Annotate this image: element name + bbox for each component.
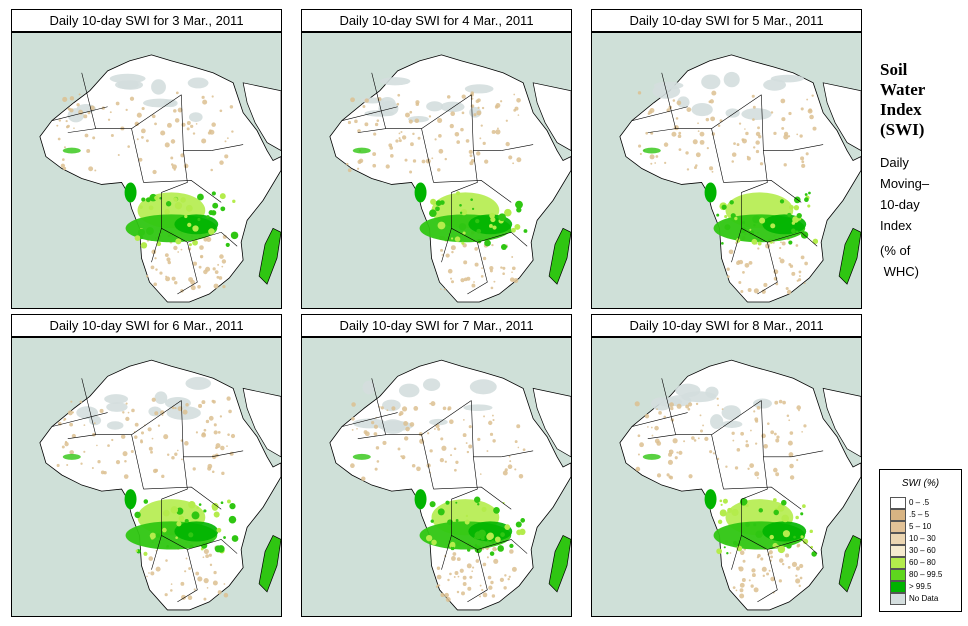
legend-title: SWI (%) (901, 478, 940, 489)
swi-map-3-mar (11, 32, 282, 309)
africa-map (12, 33, 281, 308)
legend-label: 10 – 30 (909, 534, 936, 543)
legend-label: No Data (909, 594, 939, 603)
map-panel-5: Daily 10-day SWI for 7 Mar., 2011 (301, 314, 572, 617)
africa-map (302, 338, 571, 616)
index-title: Soil Water Index (SWI) (880, 60, 926, 139)
legend-swatch (890, 593, 906, 605)
swi-map-8-mar (591, 337, 862, 617)
legend-swatch (890, 581, 906, 593)
panel-title: Daily 10-day SWI for 7 Mar., 2011 (301, 314, 572, 337)
swi-map-6-mar (11, 337, 282, 617)
panel-title: Daily 10-day SWI for 3 Mar., 2011 (11, 9, 282, 32)
map-panel-3: Daily 10-day SWI for 5 Mar., 2011 (591, 9, 862, 309)
panel-title: Daily 10-day SWI for 8 Mar., 2011 (591, 314, 862, 337)
swi-legend: SWI (%) 0 – .5 .5 – 5 5 – 10 10 – 30 30 … (879, 469, 962, 612)
swi-map-5-mar (591, 32, 862, 309)
map-panel-6: Daily 10-day SWI for 8 Mar., 2011 (591, 314, 862, 617)
panel-title: Daily 10-day SWI for 6 Mar., 2011 (11, 314, 282, 337)
legend-label: 0 – .5 (909, 498, 930, 507)
swi-map-4-mar (301, 32, 572, 309)
legend-label: 80 – 99.5 (909, 570, 943, 579)
legend-label: .5 – 5 (909, 510, 930, 519)
map-panel-4: Daily 10-day SWI for 6 Mar., 2011 (11, 314, 282, 617)
legend-label: 5 – 10 (909, 522, 932, 531)
legend-label: 30 – 60 (909, 546, 936, 555)
swi-map-7-mar (301, 337, 572, 617)
legend-swatch (890, 497, 906, 509)
africa-map (302, 33, 571, 308)
index-description: Daily Moving– 10-day Index (880, 155, 930, 233)
legend-swatch (890, 569, 906, 581)
index-units: (% of WHC) (880, 243, 919, 279)
legend-label: > 99.5 (909, 582, 932, 591)
legend-swatch (890, 509, 906, 521)
africa-map (12, 338, 281, 616)
legend-label: 60 – 80 (909, 558, 936, 567)
panel-title: Daily 10-day SWI for 4 Mar., 2011 (301, 9, 572, 32)
africa-map (592, 338, 861, 616)
map-panel-2: Daily 10-day SWI for 4 Mar., 2011 (301, 9, 572, 309)
legend-swatch (890, 521, 906, 533)
map-panel-1: Daily 10-day SWI for 3 Mar., 2011 (11, 9, 282, 309)
legend-swatch (890, 545, 906, 557)
legend-swatch (890, 557, 906, 569)
africa-map (592, 33, 861, 308)
legend-swatch (890, 533, 906, 545)
panel-title: Daily 10-day SWI for 5 Mar., 2011 (591, 9, 862, 32)
